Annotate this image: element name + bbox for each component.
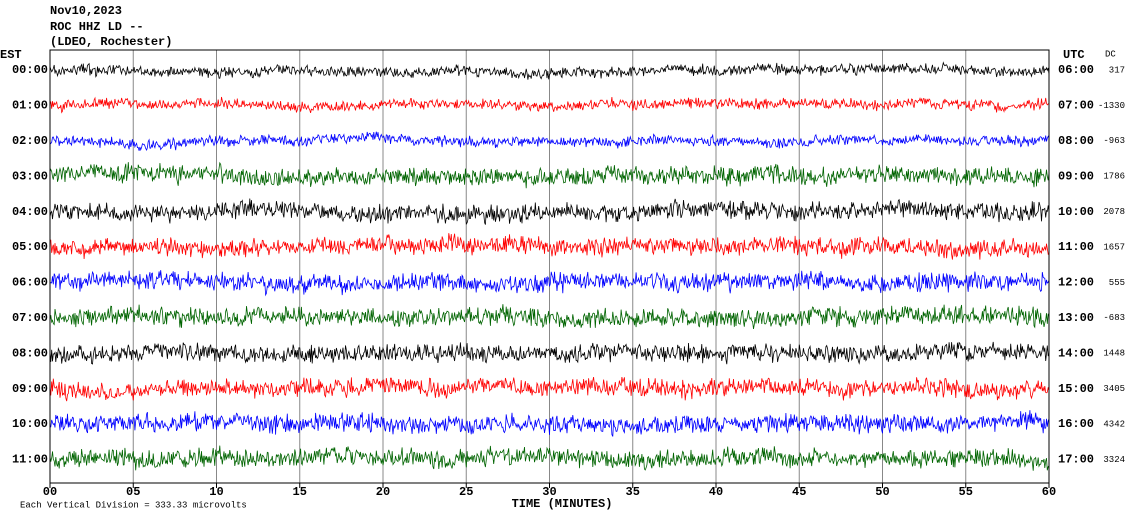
dc-value: 4342 (1103, 419, 1125, 429)
est-label: 03:00 (12, 169, 48, 183)
est-label: 07:00 (12, 311, 48, 325)
dc-value: 2078 (1103, 207, 1125, 217)
dc-value: 1657 (1103, 242, 1125, 252)
seismic-trace (49, 131, 1050, 152)
utc-label: 06:00 (1058, 63, 1094, 77)
utc-label: 08:00 (1058, 134, 1094, 148)
est-title: EST (0, 48, 22, 62)
x-tick-label: 60 (1042, 485, 1056, 499)
utc-label: 16:00 (1058, 417, 1094, 431)
utc-label: 12:00 (1058, 276, 1094, 290)
utc-title: UTC (1063, 48, 1085, 62)
seismic-trace (49, 198, 1050, 226)
dc-value: 1448 (1103, 349, 1125, 359)
utc-label: 11:00 (1058, 240, 1094, 254)
seismic-trace (49, 96, 1050, 114)
est-label: 02:00 (12, 134, 48, 148)
utc-label: 14:00 (1058, 346, 1094, 360)
utc-label: 17:00 (1058, 453, 1094, 467)
x-tick-label: 35 (626, 485, 640, 499)
x-tick-label: 55 (959, 485, 973, 499)
x-tick-label: 25 (459, 485, 473, 499)
seismic-trace (49, 377, 1050, 402)
seismic-trace (49, 233, 1050, 260)
x-axis-title: TIME (MINUTES) (512, 497, 613, 511)
x-tick-label: 45 (792, 485, 806, 499)
x-tick-label: 40 (709, 485, 723, 499)
dc-value: 3324 (1103, 455, 1125, 465)
est-label: 01:00 (12, 99, 48, 113)
x-tick-label: 05 (126, 485, 140, 499)
date: Nov10,2023 (50, 4, 122, 18)
est-label: 04:00 (12, 205, 48, 219)
dc-value: -683 (1103, 313, 1125, 323)
est-label: 09:00 (12, 382, 48, 396)
dc-value: -1330 (1098, 101, 1125, 111)
x-tick-label: 15 (293, 485, 307, 499)
dc-value: 317 (1109, 65, 1125, 75)
utc-label: 10:00 (1058, 205, 1094, 219)
utc-label: 09:00 (1058, 169, 1094, 183)
est-label: 11:00 (12, 453, 48, 467)
dc-value: 555 (1109, 278, 1125, 288)
x-tick-label: 30 (542, 485, 556, 499)
seismic-trace (49, 445, 1050, 471)
dc-value: -963 (1103, 136, 1125, 146)
x-tick-label: 20 (376, 485, 390, 499)
x-tick-label: 50 (875, 485, 889, 499)
footer: Each Vertical Division = 333.33 microvol… (20, 500, 247, 510)
x-tick-label: 00 (43, 485, 57, 499)
utc-label: 07:00 (1058, 99, 1094, 113)
dc-value: 1786 (1103, 172, 1125, 182)
utc-label: 15:00 (1058, 382, 1094, 396)
seismic-trace (49, 61, 1050, 80)
seismic-trace (49, 410, 1050, 437)
dc-value: 3405 (1103, 384, 1125, 394)
station: ROC HHZ LD -- (50, 20, 144, 34)
dc-title: DC (1105, 49, 1116, 59)
utc-label: 13:00 (1058, 311, 1094, 325)
est-label: 05:00 (12, 240, 48, 254)
est-label: 00:00 (12, 63, 48, 77)
seismic-trace (49, 341, 1050, 365)
seismic-trace (49, 270, 1050, 297)
x-tick-label: 10 (209, 485, 223, 499)
location: (LDEO, Rochester) (50, 35, 172, 49)
seismic-trace (49, 304, 1050, 329)
est-label: 10:00 (12, 417, 48, 431)
est-label: 08:00 (12, 346, 48, 360)
est-label: 06:00 (12, 276, 48, 290)
seismic-trace (49, 161, 1050, 189)
